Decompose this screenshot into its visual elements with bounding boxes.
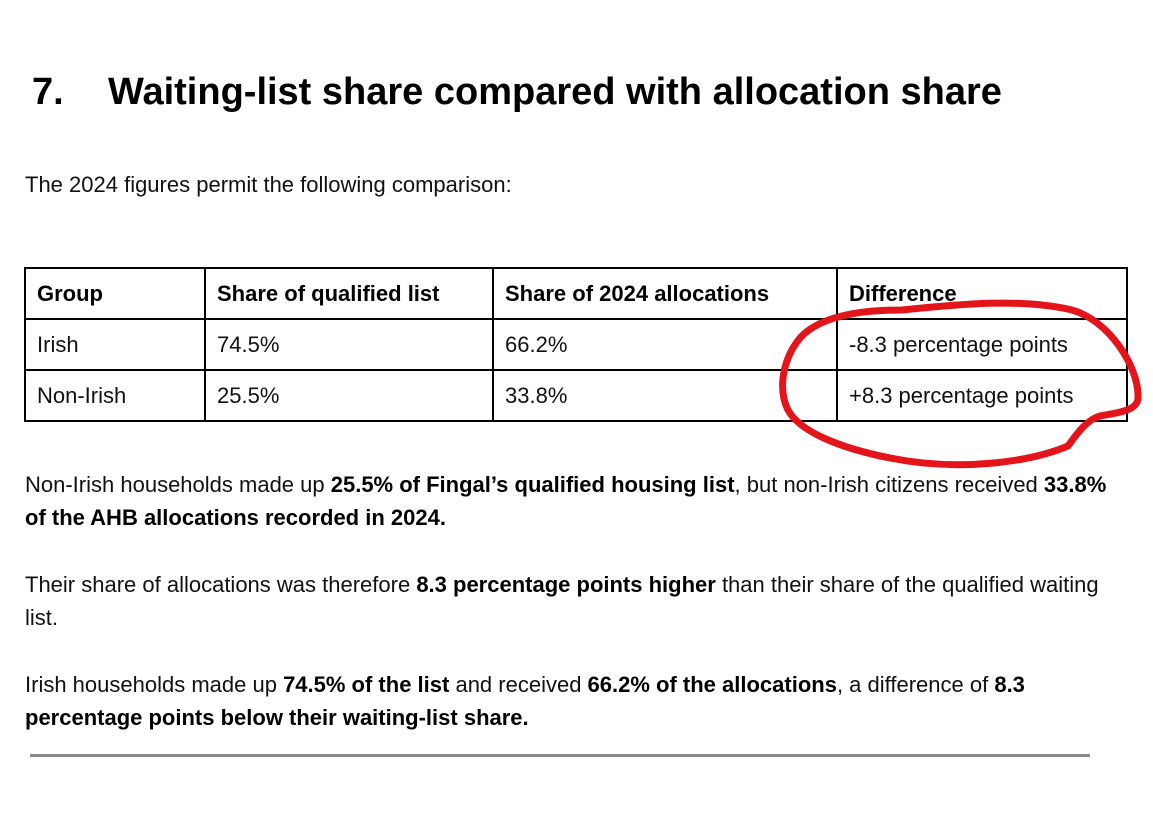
paragraph-emphasis: 66.2% of the allocations xyxy=(587,672,837,697)
paragraph-text: Irish households made up xyxy=(25,672,284,697)
cell-share-qualified-list: 25.5% xyxy=(204,369,494,422)
paragraph-text: Non-Irish households made up xyxy=(25,472,331,497)
header-group: Group xyxy=(24,267,206,320)
cell-share-qualified-list: 74.5% xyxy=(204,318,494,371)
paragraph-text: , a difference of xyxy=(836,672,995,697)
cell-share-allocations: 66.2% xyxy=(492,318,838,371)
section-heading: 7. Waiting-list share compared with alloc… xyxy=(32,68,1002,116)
paragraph-text: than their share of the qualified waitin… xyxy=(25,572,1099,630)
paragraph-text: , but non-Irish citizens received xyxy=(734,472,1044,497)
header-share-allocations: Share of 2024 allocations xyxy=(492,267,838,320)
table-header-row: Group Share of qualified list Share of 2… xyxy=(24,267,1128,320)
paragraph-allocation-difference: Their share of allocations was therefore… xyxy=(25,568,1115,634)
comparison-table: Group Share of qualified list Share of 2… xyxy=(24,267,1128,422)
paragraph-emphasis: 8.3 percentage points below their waitin… xyxy=(25,672,1025,730)
paragraph-non-irish-share: Non-Irish households made up 25.5% of Fi… xyxy=(25,468,1115,534)
cell-group: Non-Irish xyxy=(24,369,206,422)
paragraph-emphasis: 74.5% of the list xyxy=(283,672,450,697)
section-title: Waiting-list share compared with allocat… xyxy=(108,71,1002,113)
paragraph-irish-share: Irish households made up 74.5% of the li… xyxy=(25,668,1115,734)
cell-share-allocations: 33.8% xyxy=(492,369,838,422)
header-difference: Difference xyxy=(836,267,1128,320)
cell-group: Irish xyxy=(24,318,206,371)
paragraph-text: Their share of allocations was therefore xyxy=(25,572,417,597)
paragraph-emphasis: 25.5% of Fingal’s qualified housing list xyxy=(330,472,735,497)
table-row: Irish 74.5% 66.2% -8.3 percentage points xyxy=(24,318,1128,371)
section-divider xyxy=(30,754,1090,757)
table-row: Non-Irish 25.5% 33.8% +8.3 percentage po… xyxy=(24,369,1128,422)
section-number: 7. xyxy=(32,71,64,113)
paragraph-emphasis: 33.8% of the AHB allocations recorded in… xyxy=(25,472,1107,530)
paragraph-emphasis: 8.3 percentage points higher xyxy=(416,572,716,597)
paragraph-text: and received xyxy=(449,672,588,697)
header-share-qualified-list: Share of qualified list xyxy=(204,267,494,320)
cell-difference: -8.3 percentage points xyxy=(836,318,1128,371)
cell-difference: +8.3 percentage points xyxy=(836,369,1128,422)
intro-text: The 2024 figures permit the following co… xyxy=(25,172,512,197)
